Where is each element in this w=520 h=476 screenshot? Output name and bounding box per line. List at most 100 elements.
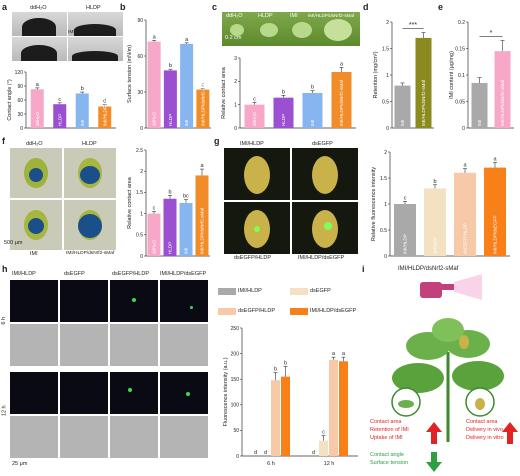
y-tick-label: 30 <box>17 112 23 118</box>
bar <box>163 70 177 128</box>
fluor-insect-2 <box>292 148 358 200</box>
img-label-g-1: IMI/HLDP <box>240 141 264 147</box>
y-tick-label: 50 <box>233 428 239 434</box>
y-axis-label: Contact angle (°) <box>7 79 13 120</box>
category-label: ddH₂O <box>35 112 40 126</box>
y-tick-label: 150 <box>231 377 240 383</box>
y-tick-label: 1.5 <box>136 190 143 196</box>
bar <box>281 376 290 456</box>
category-label: IMI/HLDP/dsNrf2-sMaf <box>102 79 107 126</box>
bar <box>484 167 506 256</box>
category-label: ddH₂O <box>152 240 157 254</box>
fluor-insect-4 <box>292 202 358 254</box>
significance-letter: a <box>36 82 40 88</box>
row-label-6h: 6 h <box>1 316 8 325</box>
y-tick-label: 2.5 <box>136 148 143 154</box>
img-label-g-2: dsEGFP <box>312 141 333 147</box>
leaf-droplet-image <box>222 12 360 46</box>
y-tick-label: 250 <box>231 326 240 332</box>
micrograph-12h-2-fluor <box>60 372 108 414</box>
significance-letter: b <box>433 179 436 185</box>
category-label: ddH₂O <box>252 112 257 126</box>
img-label-a-4: IMI/HLDP/dsNrf2-sMaf <box>68 30 117 35</box>
micrograph-12h-4-bright <box>160 416 208 458</box>
insect-image-imi <box>10 200 62 250</box>
category-label: HLDP <box>57 114 62 126</box>
micrograph-6h-4-fluor <box>160 280 208 322</box>
bar <box>331 72 352 128</box>
y-tick-label: 0.1 <box>458 73 465 79</box>
category-label: IMI/HLDP/dsNrf2-sMaf <box>200 79 205 126</box>
effect-left-5: Surface tension <box>370 460 409 466</box>
bar <box>339 361 348 456</box>
droplet-image-combo <box>68 37 123 61</box>
scale-bar-h: 25 μm <box>12 461 28 467</box>
category-label: IMI <box>310 120 315 126</box>
y-tick-label: 0.5 <box>382 99 389 105</box>
bar <box>30 89 44 128</box>
significance-letter: b <box>81 86 84 92</box>
y-tick-label: 60 <box>137 54 143 60</box>
legend-label-3: dsEGFP/HLDP <box>238 308 275 314</box>
img-label-f-1: ddH₂O <box>26 141 43 147</box>
arrow-up-red-icon-2 <box>502 422 518 444</box>
legend-swatch-2 <box>290 288 308 295</box>
panel-letter-f: f <box>2 136 5 146</box>
bar <box>394 85 411 128</box>
significance-letter: c <box>404 195 407 201</box>
bar <box>273 97 294 128</box>
bar <box>454 172 476 256</box>
micrograph-12h-1-fluor <box>10 372 58 414</box>
col-label-h-2: dsEGFP <box>64 271 85 277</box>
category-label: IMI/HLDP/dsNrf2-sMaf <box>200 207 205 254</box>
significance-letter: a <box>200 163 204 169</box>
panel-letter-h: h <box>2 264 8 274</box>
chart-g-fluorescence: 0 0.5 1 1.5 2 Relative fluorescence intensity… <box>371 150 510 260</box>
effect-left-3: Uptake of IMI <box>370 435 403 441</box>
y-tick-label: 0.05 <box>455 99 465 105</box>
category-label: IMI <box>184 248 189 254</box>
y-tick-label: 90 <box>17 84 23 90</box>
img-label-c-2: HLDP <box>258 13 273 19</box>
bar <box>75 93 89 128</box>
significance-letter: d <box>103 99 106 105</box>
effect-left-4: Contact angle <box>370 452 404 458</box>
chart-f-contact-area: 0 0.5 1 1.5 2 2.5 Relative contact area c ddH₂O b… <box>127 148 210 260</box>
significance-letter: a <box>185 37 189 43</box>
effect-right-2: Delivery in vivo <box>466 427 503 433</box>
significance-letter: c <box>153 205 156 211</box>
bar <box>53 104 67 128</box>
category-label: IMI/HLDP/dsNrf2-sMaf <box>500 79 505 126</box>
chart-e-imi-content: 0 0.05 0.1 0.15 0.2 IMI content (μg/mg) IMI IMI… <box>449 20 514 132</box>
bar <box>196 89 210 128</box>
category-label: dsEGFP/HLDP <box>463 223 468 254</box>
significance-letter: c <box>253 96 256 102</box>
legend-label-4: IMI/HLDP/dsEGFP <box>310 308 357 314</box>
fluor-insect-1 <box>224 148 290 200</box>
category-label: dsEGFP <box>433 237 438 254</box>
y-tick-label: 0.5 <box>380 228 387 234</box>
y-tick-label: 200 <box>231 351 240 357</box>
category-label: HLDP <box>281 114 286 126</box>
y-tick-label: 100 <box>231 403 240 409</box>
spray-bottle-icon <box>420 274 482 300</box>
y-tick-label: 0.5 <box>136 233 143 239</box>
significance-letter: b <box>168 189 171 195</box>
significance-letter: a <box>463 163 467 169</box>
category-label: IMI/HLDP/dsNrf2-sMaf <box>421 79 426 126</box>
scale-bar-c: 0.2 cm <box>225 35 242 41</box>
insect-image-combo <box>64 200 116 250</box>
scale-bar-f: 500 μm <box>4 240 23 246</box>
micrograph-12h-4-fluor <box>160 372 208 414</box>
y-tick-label: 90 <box>137 18 143 24</box>
significance-stars: * <box>490 30 493 37</box>
y-tick-label: 2 <box>386 20 389 26</box>
y-tick-label: 1 <box>386 73 389 79</box>
y-tick-label: 30 <box>137 90 143 96</box>
category-label: IMI/HLDP/dsEGFP <box>493 215 498 254</box>
micrograph-12h-3-bright <box>110 416 158 458</box>
bar <box>98 106 112 128</box>
micrograph-6h-2-bright <box>60 324 108 366</box>
y-tick-label: 0 <box>20 126 23 132</box>
